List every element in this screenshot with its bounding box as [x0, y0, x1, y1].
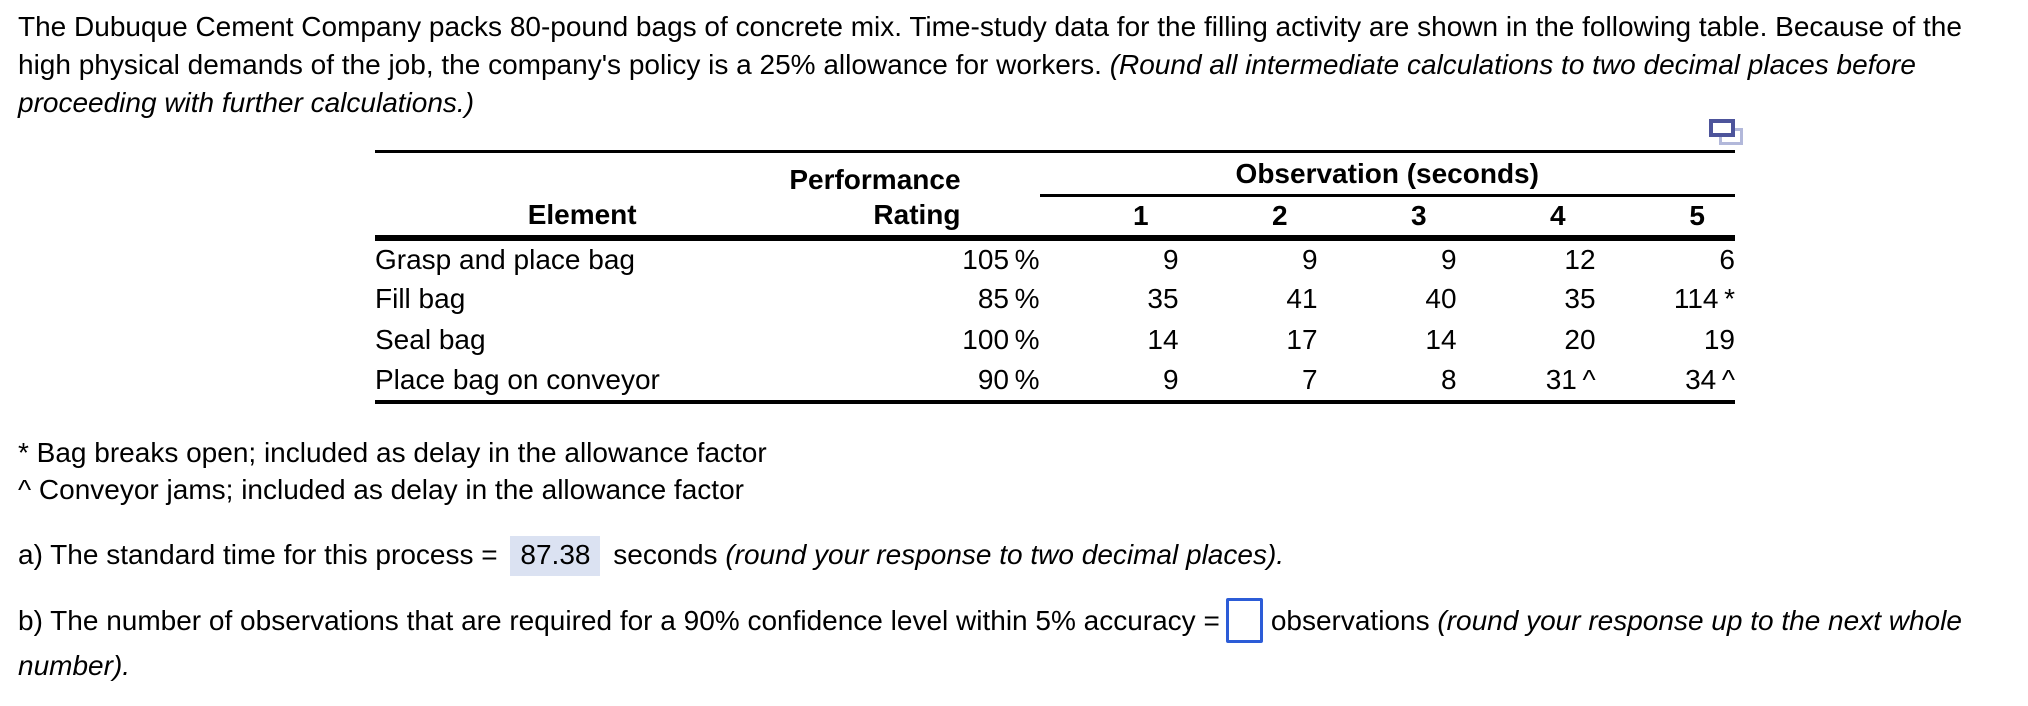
popout-table-icon[interactable] [1709, 119, 1743, 145]
popout-icon-front-window [1709, 119, 1735, 137]
element-cell: Grasp and place bag [375, 243, 635, 275]
obs-cell: 34 ^ [1685, 364, 1735, 395]
col-header-observation-group: Observation (seconds) [1039, 151, 1735, 197]
rating-cell: 100 % [962, 324, 1040, 355]
part-a-rounding-note: (round your response to two decimal plac… [725, 538, 1285, 570]
part-b-prompt: b) The number of observations that are r… [18, 604, 1220, 636]
part-a-prompt: a) The standard time for this process = [18, 538, 498, 570]
problem-statement: The Dubuque Cement Company packs 80-poun… [0, 0, 2014, 122]
footnote-asterisk: * Bag breaks open; included as delay in … [18, 436, 767, 468]
col-header-obs-5: 5 [1595, 195, 1735, 241]
time-study-table: Performance Observation (seconds) Elemen… [375, 150, 1735, 404]
obs-cell: 31 ^ [1545, 364, 1596, 395]
part-b-unit-label: observations [1270, 604, 1430, 636]
element-cell: Seal bag [375, 324, 486, 355]
obs-cell: 9 [1162, 364, 1179, 395]
obs-cell: 9 [1162, 243, 1179, 275]
obs-cell: 8 [1440, 364, 1457, 395]
obs-cell: 114 * [1673, 283, 1735, 314]
part-b-rounding-note: (round your response up to the next whol… [18, 604, 1962, 681]
col-header-element: Element [375, 195, 790, 241]
col-header-obs-1: 1 [1039, 195, 1179, 241]
obs-cell: 12 [1564, 243, 1596, 275]
problem-page: The Dubuque Cement Company packs 80-poun… [0, 0, 2028, 685]
rating-cell: 85 % [977, 283, 1040, 314]
part-a-answer-field[interactable]: 87.38 [510, 535, 601, 576]
obs-cell: 40 [1425, 283, 1457, 314]
obs-cell: 7 [1301, 364, 1318, 395]
col-header-rating: Rating [789, 195, 1040, 241]
question-part-b: b) The number of observations that are r… [0, 597, 1978, 685]
obs-cell: 35 [1147, 283, 1179, 314]
problem-statement-text: The Dubuque Cement Company packs 80-poun… [18, 11, 1962, 80]
rating-cell: 90 % [977, 364, 1040, 395]
table-header-group-row: Performance Observation (seconds) [375, 151, 1735, 197]
col-header-obs-4: 4 [1456, 195, 1596, 241]
time-study-table-area: Performance Observation (seconds) Elemen… [375, 119, 1743, 404]
obs-cell: 41 [1286, 283, 1318, 314]
table-row: Grasp and place bag 105 % 9 9 9 12 6 [375, 238, 1735, 279]
question-part-a: a) The standard time for this process = … [0, 535, 2028, 576]
col-header-obs-3: 3 [1317, 195, 1457, 241]
obs-cell: 17 [1286, 324, 1318, 355]
obs-cell: 9 [1440, 243, 1457, 275]
obs-cell: 35 [1564, 283, 1596, 314]
obs-cell: 19 [1703, 324, 1735, 355]
rating-cell: 105 % [962, 243, 1040, 275]
table-row: Fill bag 85 % 35 41 40 35 114 * [375, 279, 1735, 320]
element-cell: Place bag on conveyor [375, 364, 660, 395]
obs-cell: 6 [1719, 243, 1735, 275]
part-b-answer-input[interactable] [1225, 597, 1263, 643]
obs-cell: 14 [1147, 324, 1179, 355]
table-row: Seal bag 100 % 14 17 14 20 19 [375, 320, 1735, 361]
col-header-performance: Performance [789, 163, 961, 195]
problem-statement-instruction: (Round all intermediate calculations to … [18, 49, 1916, 118]
table-header-row: Element Rating 1 2 3 4 5 [375, 195, 1735, 241]
table-row: Place bag on conveyor 90 % 9 7 8 31 ^ 34… [375, 361, 1735, 402]
footnote-caret: ^ Conveyor jams; included as delay in th… [18, 473, 744, 505]
obs-cell: 20 [1564, 324, 1596, 355]
element-cell: Fill bag [375, 283, 466, 314]
obs-cell: 14 [1425, 324, 1457, 355]
col-header-obs-2: 2 [1178, 195, 1318, 241]
obs-cell: 9 [1301, 243, 1318, 275]
header-spacer [375, 152, 789, 196]
part-a-unit-label: seconds [613, 538, 718, 570]
